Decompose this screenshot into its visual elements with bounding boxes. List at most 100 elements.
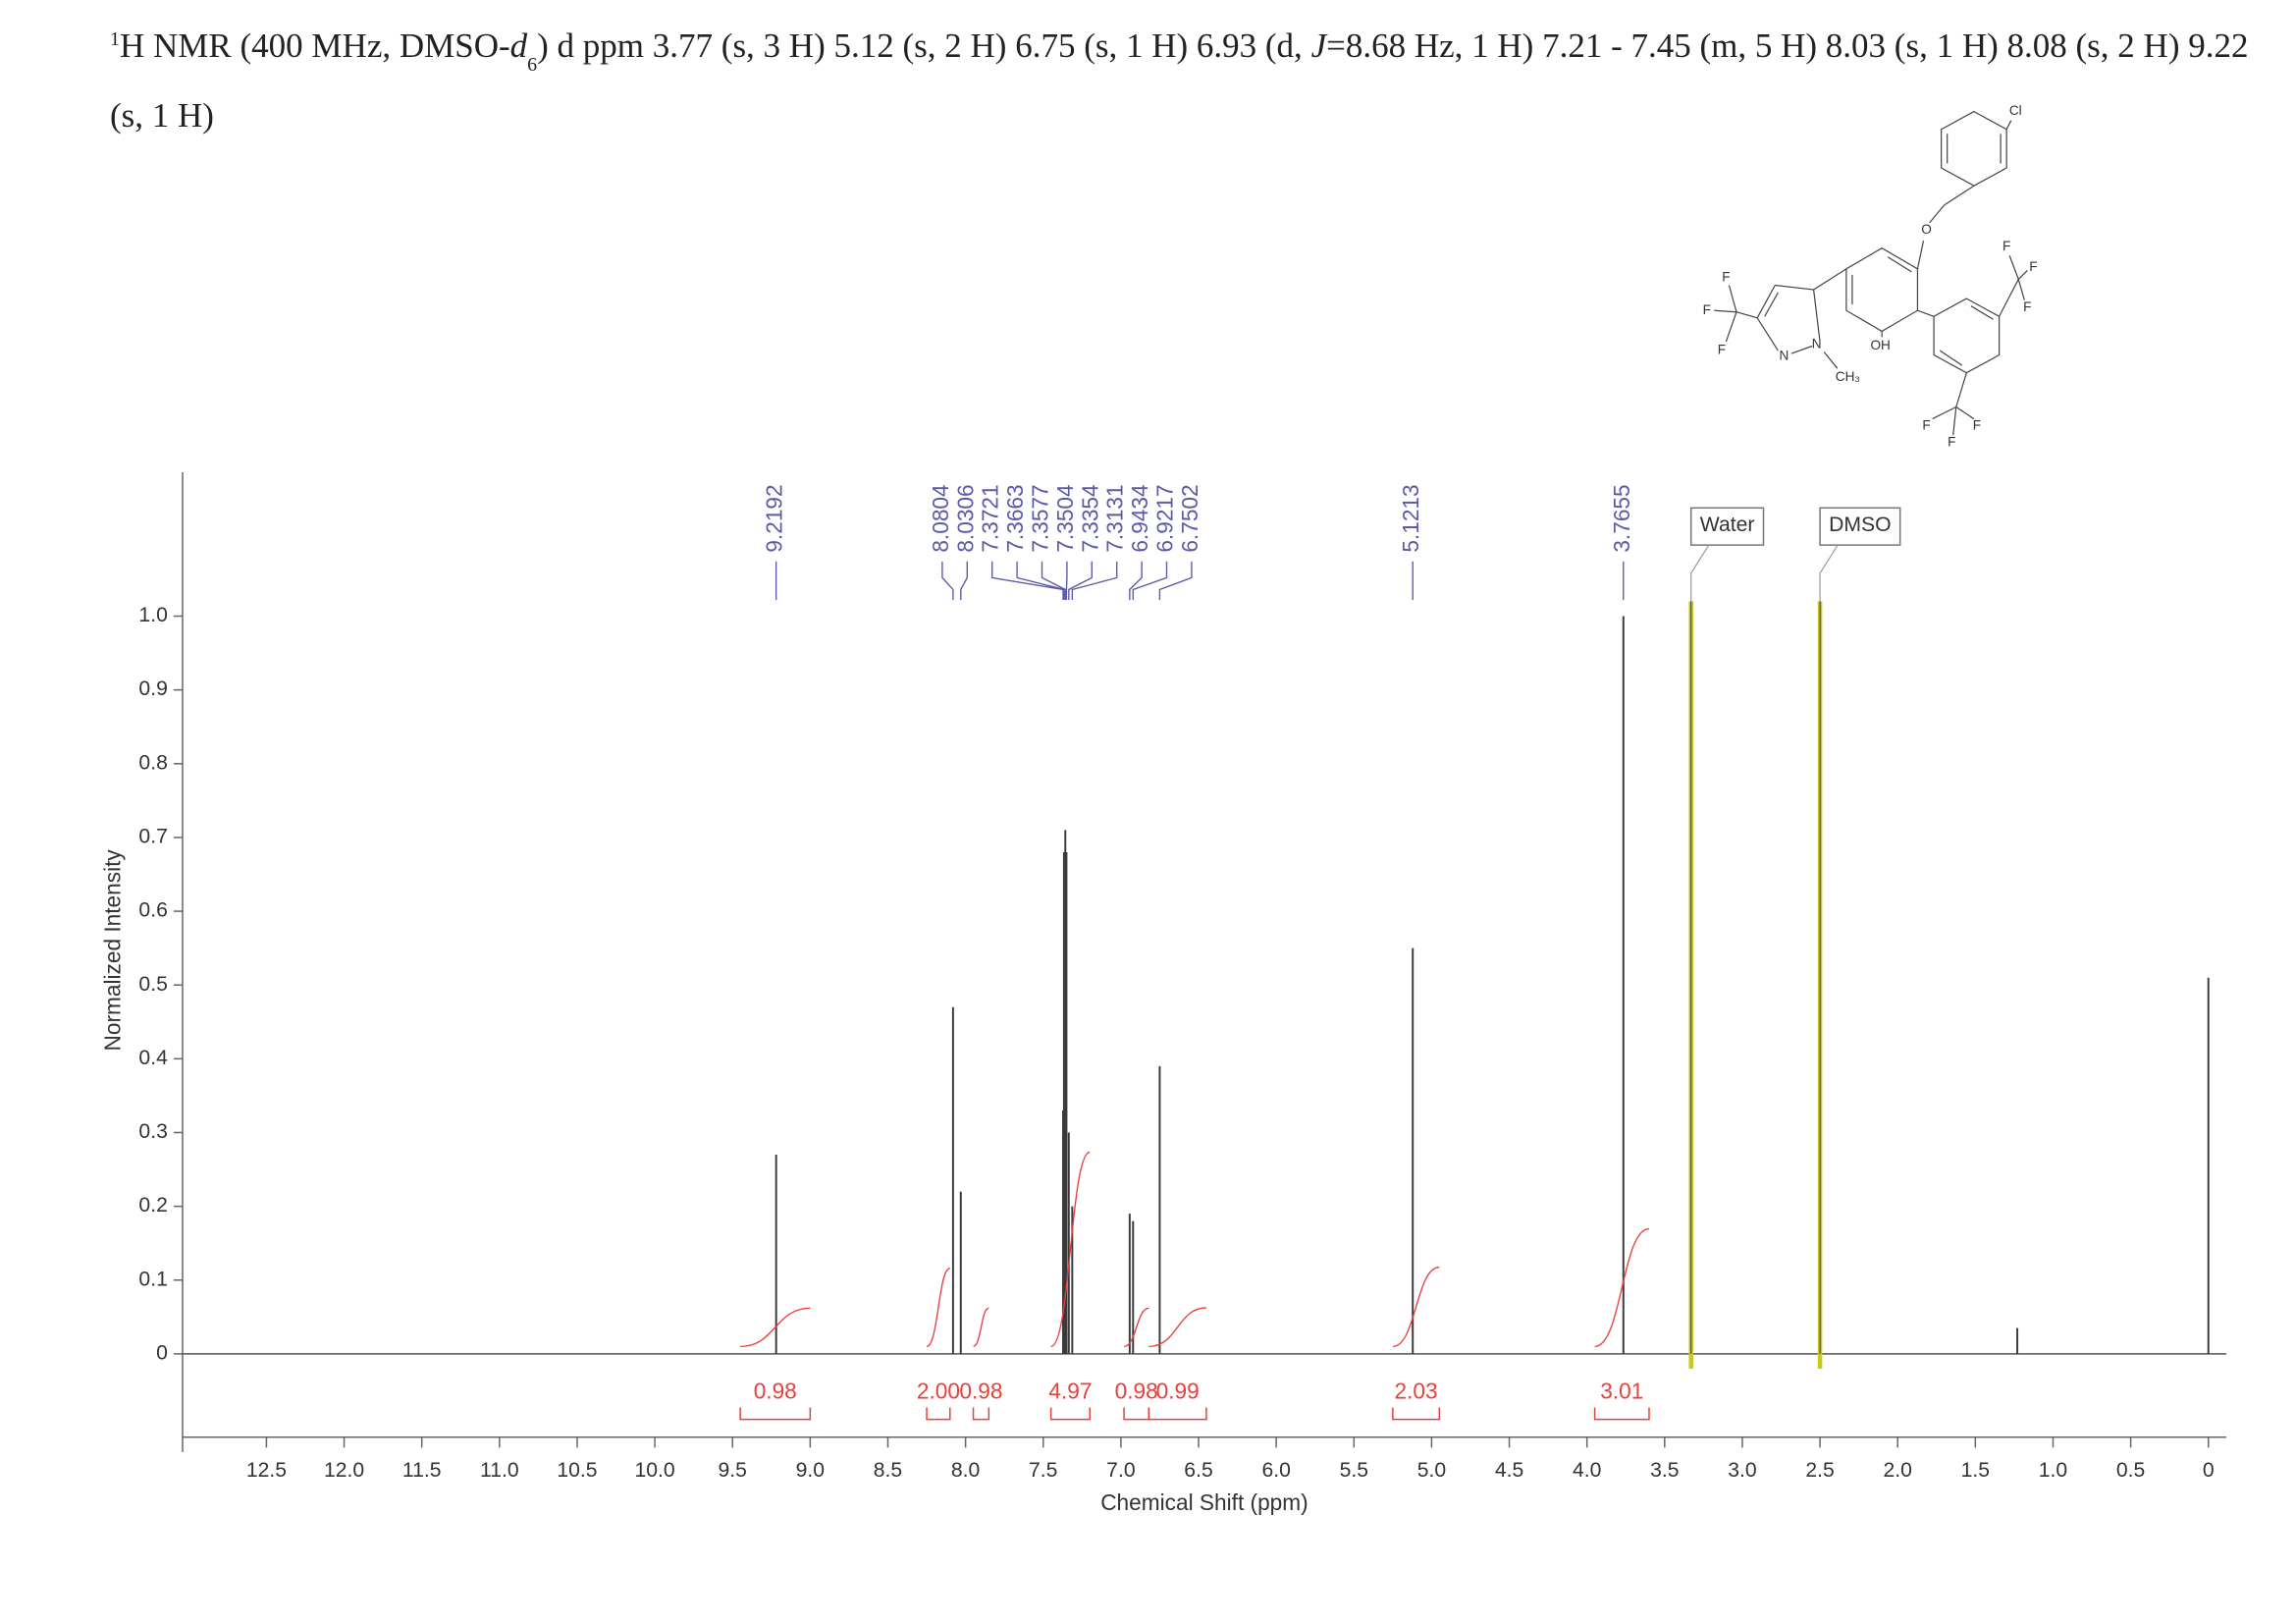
bond — [1932, 406, 1957, 420]
x-tick-label: 11.0 — [480, 1459, 519, 1482]
integral-bracket — [1049, 1407, 1091, 1421]
x-tick-label: 2.5 — [1805, 1459, 1834, 1482]
x-tick-label: 4.5 — [1495, 1459, 1523, 1482]
peak-label-connector — [1016, 561, 1065, 601]
integral-curve — [1392, 1266, 1440, 1348]
structure-label: F — [1718, 343, 1726, 357]
bond — [1999, 279, 2019, 317]
bond — [2008, 255, 2019, 280]
header-part: H NMR (400 MHz, DMSO- — [120, 27, 510, 65]
integral-label: 0.99 — [1156, 1378, 1200, 1403]
peak-label: 5.1213 — [1398, 484, 1423, 552]
header: 1H NMR (400 MHz, DMSO-d6) d ppm 3.77 (s,… — [110, 14, 2250, 141]
ring — [1933, 298, 2001, 374]
structure-label: N — [1779, 349, 1789, 363]
header-part: d — [509, 27, 528, 65]
solvent-label: Water — [1700, 514, 1755, 536]
header-part: =8.68 Hz, 1 H) 7.21 - 7.45 (m, 5 H) 8.03… — [110, 27, 2249, 135]
integral-curve — [1123, 1307, 1149, 1348]
y-tick-label: 0.3 — [138, 1120, 167, 1143]
structure-label: F — [2029, 259, 2037, 274]
peak-label-connector — [941, 561, 954, 601]
x-tick-label: 5.0 — [1417, 1459, 1446, 1482]
x-tick-label: 6.0 — [1261, 1459, 1290, 1482]
y-tick-label: 0.7 — [138, 826, 167, 848]
integral-label: 0.98 — [959, 1378, 1002, 1403]
y-tick-label: 0.8 — [138, 751, 167, 774]
structure-label: Cl — [2009, 103, 2022, 118]
peak-label-connector — [1132, 561, 1168, 601]
structure-label: OH — [1870, 338, 1890, 352]
structure: Cl O F F F OH F F F N N CH₃ F F F — [1703, 103, 2038, 449]
integral-bracket — [1392, 1407, 1441, 1421]
integral-curve — [740, 1307, 811, 1348]
integral-bracket — [926, 1407, 951, 1421]
peak-label: 8.0306 — [952, 484, 978, 552]
peak-label-connector — [1041, 561, 1066, 601]
peak-label: 3.7655 — [1609, 484, 1634, 552]
integral-bracket — [1593, 1407, 1650, 1421]
x-tick-label: 3.5 — [1650, 1459, 1679, 1482]
integral-bracket — [1123, 1407, 1150, 1421]
bond — [1944, 185, 1975, 206]
ring — [1756, 284, 1821, 352]
integral-curve — [1050, 1151, 1091, 1348]
integral-label: 2.03 — [1395, 1378, 1438, 1403]
x-axis-title: Chemical Shift (ppm) — [1100, 1489, 1308, 1515]
x-tick-label: 12.0 — [324, 1459, 364, 1482]
solvent-label-box — [1819, 507, 1901, 546]
x-tick-label: 8.0 — [951, 1459, 980, 1482]
bond — [1735, 311, 1758, 319]
bond — [1955, 372, 1967, 407]
ring — [1845, 247, 1919, 333]
integral-curve — [973, 1307, 989, 1348]
x-tick-label: 12.5 — [246, 1459, 287, 1482]
structure-label: O — [1921, 222, 1932, 237]
integral-label: 0.98 — [754, 1378, 797, 1403]
x-tick-label: 10.0 — [635, 1459, 675, 1482]
structure-label: F — [2002, 239, 2010, 253]
structure-label: CH₃ — [1836, 369, 1860, 384]
bond — [1939, 350, 1963, 366]
structure-label: F — [1703, 302, 1711, 317]
peak-label: 7.3721 — [978, 484, 1003, 552]
x-tick-label: 11.5 — [402, 1459, 442, 1482]
x-tick-label: 7.5 — [1029, 1459, 1057, 1482]
ring — [1941, 110, 2007, 187]
solvent-connector — [1690, 544, 1710, 602]
peak-label: 8.0804 — [928, 484, 953, 552]
peak-label: 6.9434 — [1127, 484, 1152, 552]
peak-label: 6.7502 — [1177, 484, 1202, 552]
peak-label: 7.3131 — [1102, 484, 1128, 552]
integral-curve — [1148, 1307, 1206, 1348]
bond — [2017, 279, 2025, 300]
integral-curve — [1594, 1227, 1650, 1348]
integral-label: 0.98 — [1115, 1378, 1158, 1403]
x-tick-label: 4.0 — [1573, 1459, 1601, 1482]
integral-bracket — [1148, 1407, 1207, 1421]
peak-label-connector — [1068, 561, 1093, 601]
bond — [1887, 256, 1912, 273]
y-axis-title: Normalized Intensity — [99, 849, 125, 1052]
x-tick-label: 7.0 — [1106, 1459, 1135, 1482]
y-tick-label: 0.4 — [138, 1047, 168, 1069]
peak-label-connector — [960, 561, 968, 601]
x-tick-label: 5.5 — [1340, 1459, 1368, 1482]
y-tick-label: 0 — [156, 1341, 168, 1364]
x-tick-label: 2.0 — [1883, 1459, 1911, 1482]
x-tick-label: 9.5 — [719, 1459, 747, 1482]
header-part: 1 — [110, 28, 120, 50]
x-tick-label: 10.5 — [557, 1459, 597, 1482]
y-tick-label: 0.1 — [138, 1268, 167, 1290]
bond — [2005, 120, 2012, 131]
bond — [1929, 204, 1946, 224]
peak-label: 7.3354 — [1077, 484, 1102, 552]
structure-label: N — [1812, 337, 1822, 352]
x-tick-label: 1.5 — [1961, 1459, 1990, 1482]
x-tick-label: 3.0 — [1728, 1459, 1756, 1482]
peak-label-connector — [991, 561, 1064, 601]
structure-label: F — [1722, 270, 1730, 285]
solvent-label: DMSO — [1829, 514, 1891, 536]
header-part: ) d ppm 3.77 (s, 3 H) 5.12 (s, 2 H) 6.75… — [537, 27, 1311, 65]
